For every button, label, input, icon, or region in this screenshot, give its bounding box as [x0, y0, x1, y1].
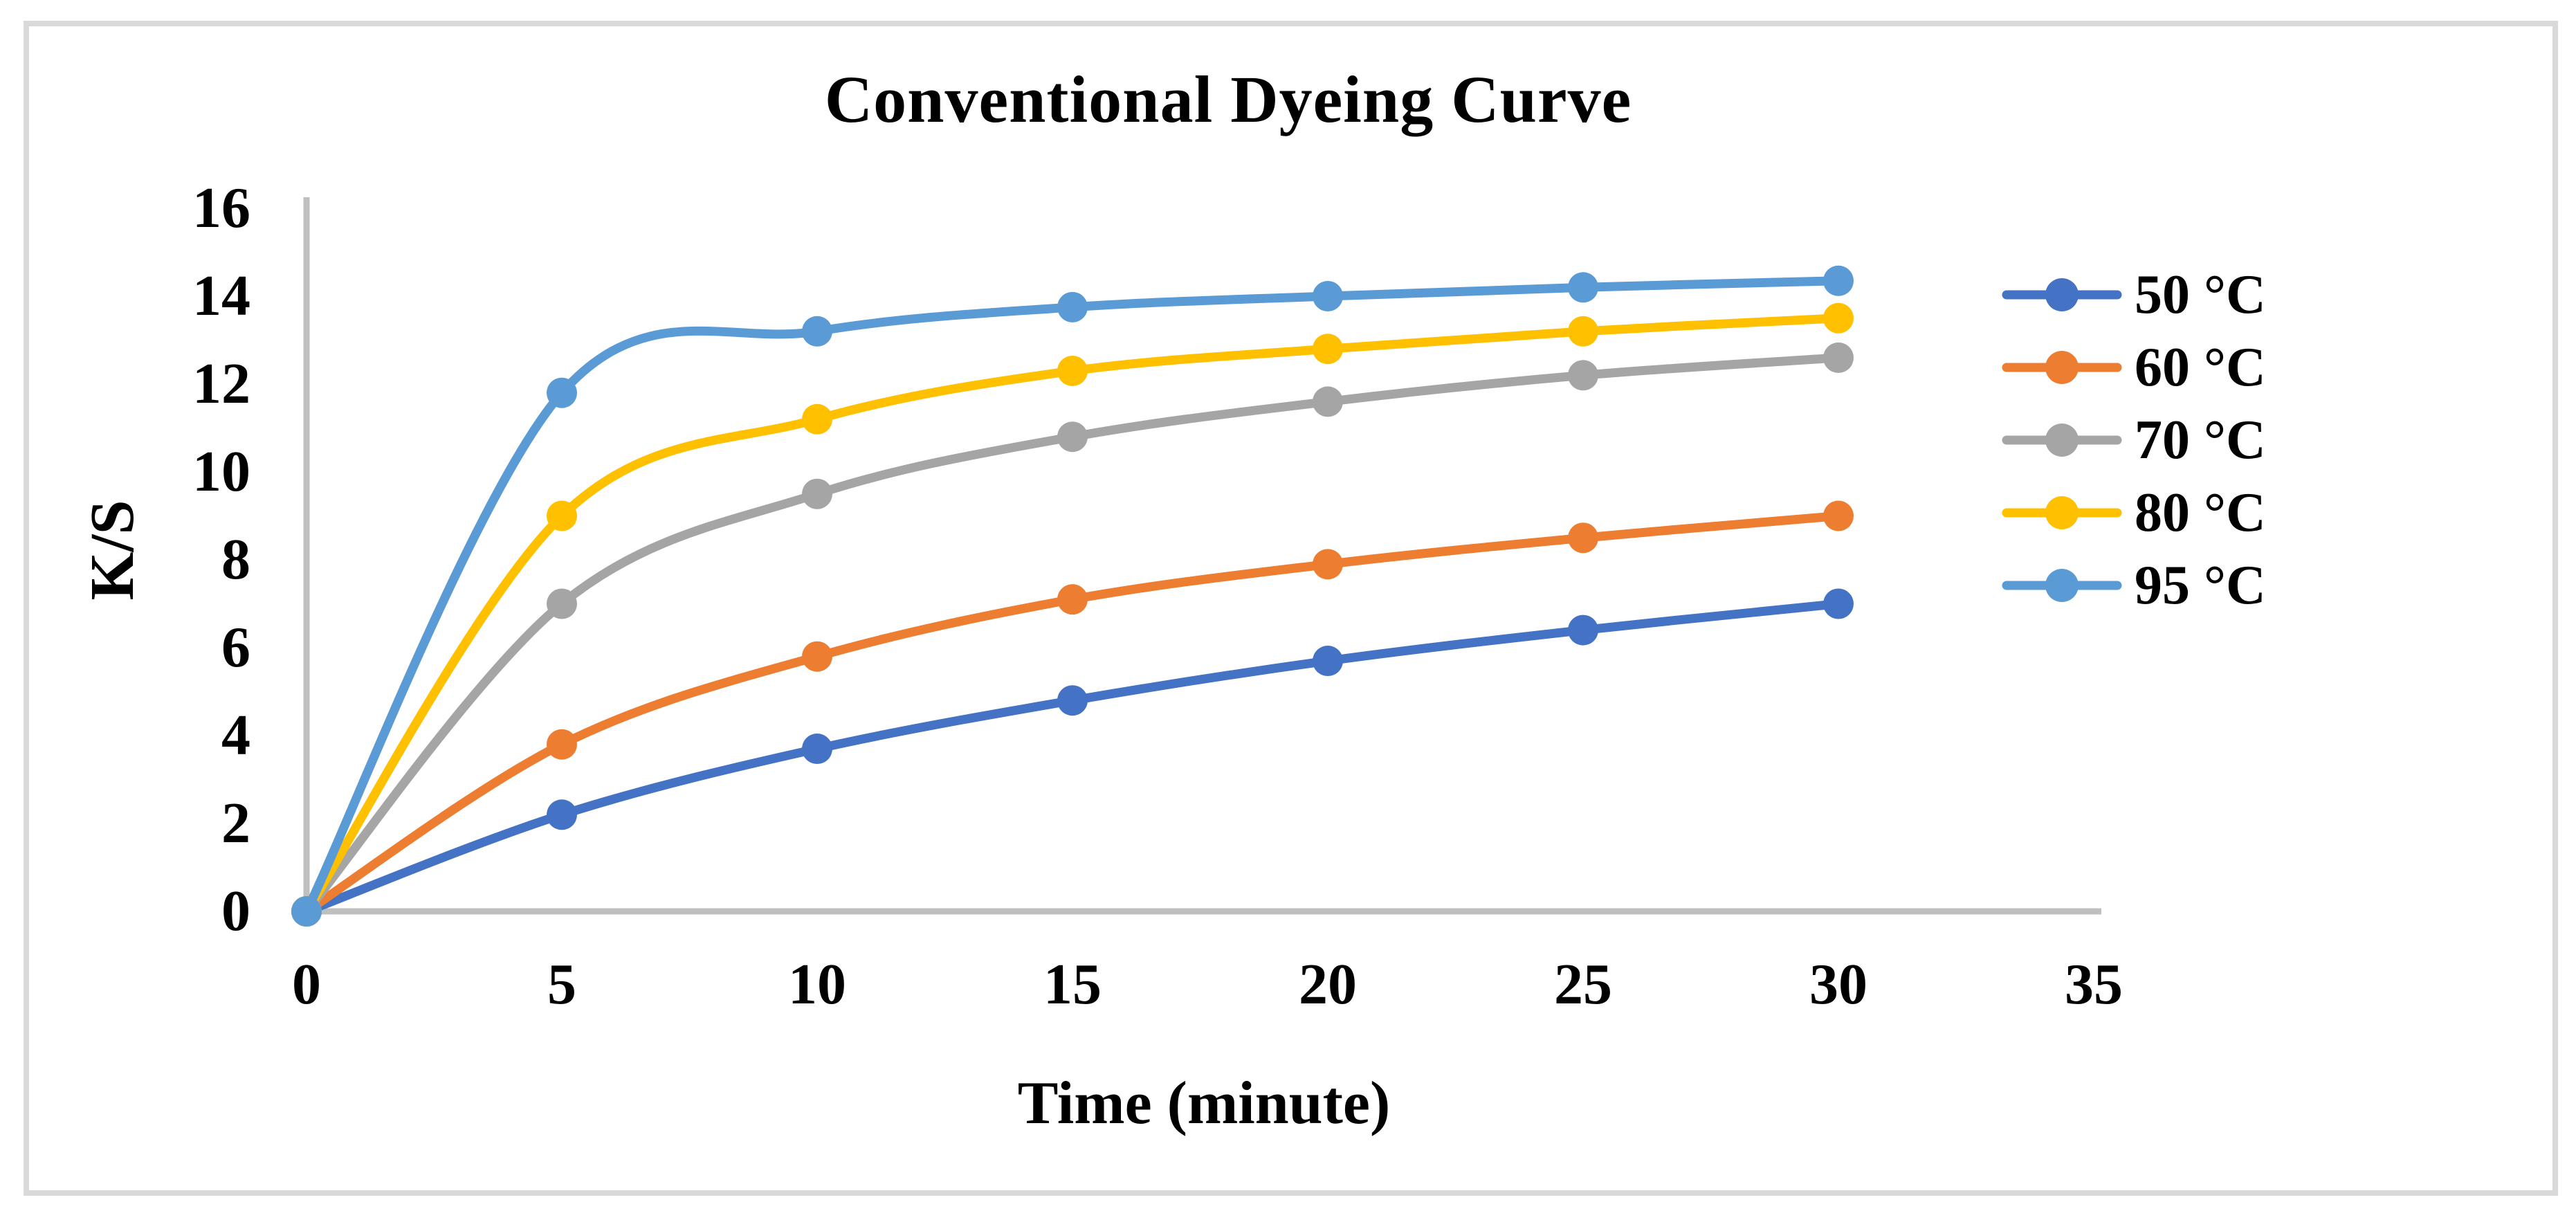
data-point-70c: [1057, 421, 1088, 453]
y-tick-label: 14: [192, 264, 250, 328]
data-point-95c: [291, 896, 322, 927]
legend-item-50c: 50 °C: [2002, 259, 2266, 331]
chart-figure: Conventional Dyeing Curve K/S 0 5 10 15 20 25…: [24, 21, 2558, 1196]
x-tick-label: 0: [292, 952, 321, 1017]
data-point-50c: [1568, 614, 1598, 646]
data-point-95c: [1568, 272, 1598, 303]
data-point-95c: [1823, 265, 1854, 296]
chart-title: Conventional Dyeing Curve: [824, 62, 1632, 136]
data-point-70c: [1313, 386, 1343, 417]
legend-item-60c: 60 °C: [2002, 331, 2266, 404]
legend-label: 50 °C: [2135, 264, 2266, 326]
x-tick-label: 35: [2065, 952, 2123, 1017]
x-tick-label: 10: [788, 952, 846, 1017]
y-tick-label: 6: [221, 615, 250, 680]
legend-label: 70 °C: [2135, 409, 2266, 471]
data-point-50c: [547, 799, 577, 830]
data-point-95c: [547, 377, 577, 408]
x-tick-label: 15: [1043, 952, 1102, 1017]
data-point-60c: [1313, 549, 1343, 580]
legend-label: 95 °C: [2135, 554, 2266, 616]
y-tick-label: 10: [192, 439, 250, 504]
chart-canvas: Conventional Dyeing Curve K/S 0 5 10 15 20 25…: [29, 26, 2552, 1190]
data-point-95c: [1313, 281, 1343, 311]
y-tick-label: 2: [221, 791, 250, 855]
data-point-60c: [1568, 522, 1598, 554]
y-tick-label: 0: [221, 879, 250, 943]
data-point-50c: [1057, 685, 1088, 716]
x-tick-label: 30: [1809, 952, 1867, 1017]
y-tick-label: 16: [192, 176, 250, 240]
x-tick-label: 20: [1299, 952, 1357, 1017]
data-point-60c: [1823, 500, 1854, 531]
legend-marker-icon: [2002, 423, 2122, 457]
legend-item-80c: 80 °C: [2002, 476, 2266, 549]
data-point-60c: [802, 641, 832, 672]
data-point-80c: [802, 403, 832, 435]
x-tick-label: 25: [1554, 952, 1612, 1017]
legend-item-95c: 95 °C: [2002, 549, 2266, 621]
data-point-80c: [1823, 302, 1854, 334]
legend: 50 °C 60 °C 70 °C 80 °C 95 °C: [2002, 259, 2266, 621]
data-point-50c: [1823, 588, 1854, 619]
data-point-70c: [1823, 342, 1854, 373]
data-point-70c: [802, 478, 832, 509]
legend-marker-icon: [2002, 568, 2122, 602]
data-point-50c: [802, 734, 832, 765]
data-point-80c: [1568, 316, 1598, 347]
data-point-80c: [1057, 355, 1088, 386]
data-point-80c: [547, 500, 577, 531]
data-point-50c: [1313, 646, 1343, 677]
legend-item-70c: 70 °C: [2002, 404, 2266, 477]
legend-marker-icon: [2002, 278, 2122, 312]
y-tick-label: 12: [192, 352, 250, 416]
data-point-70c: [547, 588, 577, 619]
y-tick-label: 8: [221, 527, 250, 592]
legend-marker-icon: [2002, 495, 2122, 529]
legend-label: 60 °C: [2135, 337, 2266, 399]
data-point-60c: [1057, 584, 1088, 615]
x-axis-title: Time (minute): [1017, 1070, 1391, 1137]
data-point-95c: [802, 316, 832, 347]
data-point-80c: [1313, 334, 1343, 365]
data-point-70c: [1568, 360, 1598, 391]
data-point-95c: [1057, 291, 1088, 322]
legend-marker-icon: [2002, 351, 2122, 385]
data-point-60c: [547, 729, 577, 760]
x-tick-label: 5: [547, 952, 576, 1017]
legend-label: 80 °C: [2135, 482, 2266, 543]
plot-area: [291, 197, 2101, 927]
y-tick-label: 4: [221, 703, 250, 767]
